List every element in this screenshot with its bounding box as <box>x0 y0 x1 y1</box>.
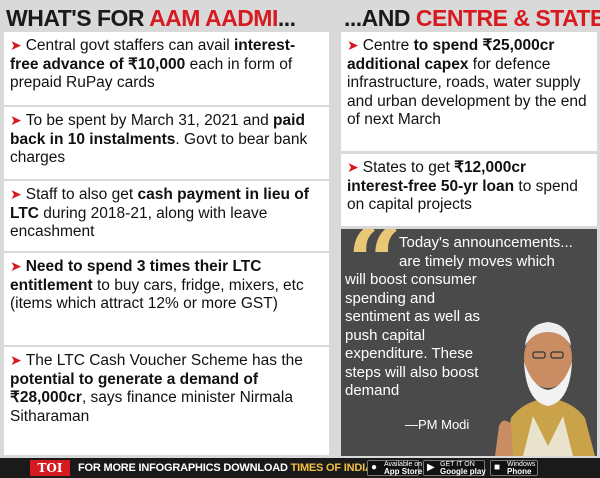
left-heading: WHAT'S FOR AAM AADMI... <box>6 5 296 30</box>
info-card: ➤ To be spent by March 31, 2021 and paid … <box>4 107 329 179</box>
arrow-icon: ➤ <box>347 159 359 175</box>
app-store-badge[interactable]: ● Available on the App Store <box>367 460 434 476</box>
toi-logo: TOI <box>30 460 70 476</box>
right-heading: ...AND CENTRE & STATES <box>344 5 600 30</box>
info-card: ➤ States to get ₹12,000cr interest-free 5… <box>341 154 597 226</box>
left-column: WHAT'S FOR AAM AADMI... ➤ Central govt st… <box>0 0 333 455</box>
info-card: ➤ Central govt staffers can avail interes… <box>4 32 329 105</box>
google-play-badge[interactable]: ▶ GET IT ON Google play <box>423 460 486 476</box>
quote-text: Today's announcements... are timely move… <box>345 234 573 399</box>
windows-phone-badge[interactable]: ■ Windows Phone <box>490 460 538 476</box>
portrait-illustration <box>495 322 595 456</box>
footer-bar: TOI FOR MORE INFOGRAPHICS DOWNLOAD TIMES… <box>0 458 600 478</box>
quote-attribution: —PM Modi <box>405 417 470 432</box>
arrow-icon: ➤ <box>10 352 22 368</box>
quote-box: “ Today's announcements... are timely mo… <box>341 229 597 456</box>
info-card: ➤ Staff to also get cash payment in lieu … <box>4 181 329 251</box>
info-card: ➤ Need to spend 3 times their LTC entitle… <box>4 253 329 345</box>
play-icon: ▶ <box>427 462 435 473</box>
quote-mark-icon: “ <box>347 229 403 319</box>
footer-promo-text: FOR MORE INFOGRAPHICS DOWNLOAD TIMES OF … <box>78 462 397 474</box>
arrow-icon: ➤ <box>10 258 22 274</box>
info-card: ➤ Centre to spend ₹25,000cr additional ca… <box>341 32 597 151</box>
windows-icon: ■ <box>494 462 501 473</box>
arrow-icon: ➤ <box>10 186 22 202</box>
arrow-icon: ➤ <box>10 37 22 53</box>
info-card: ➤ The LTC Cash Voucher Scheme has the pot… <box>4 347 329 455</box>
right-column: ...AND CENTRE & STATES ➤ Centre to spend … <box>338 0 600 456</box>
arrow-icon: ➤ <box>10 112 22 128</box>
apple-icon: ● <box>371 462 378 473</box>
arrow-icon: ➤ <box>347 37 359 53</box>
